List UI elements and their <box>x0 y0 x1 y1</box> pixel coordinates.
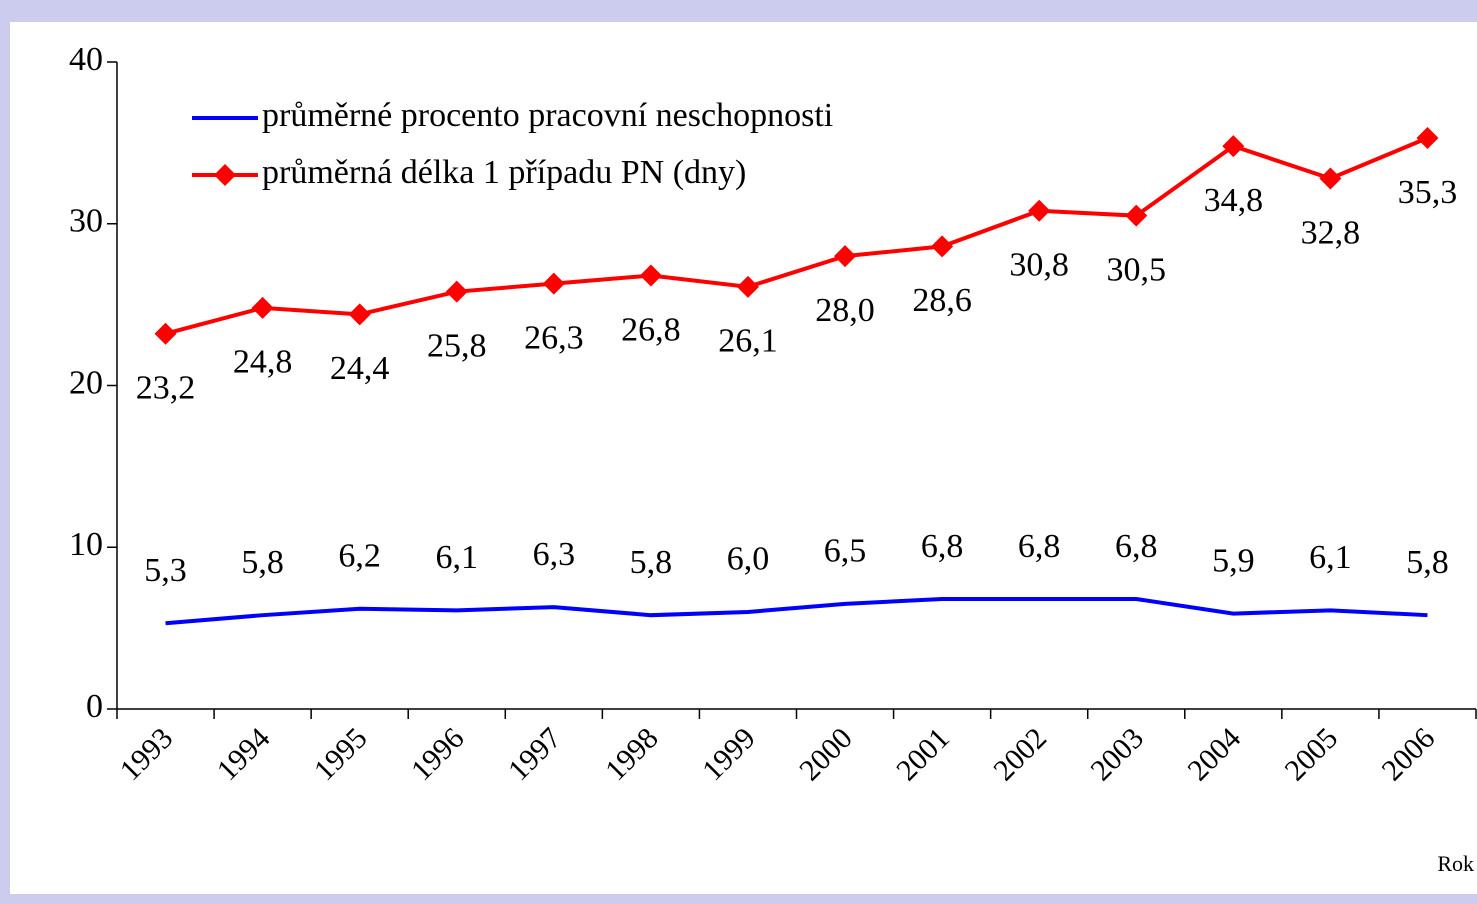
marker <box>1125 204 1148 227</box>
marker <box>931 235 954 258</box>
data-label: 5,9 <box>1212 542 1255 579</box>
data-label: 5,8 <box>630 544 673 581</box>
x-axis-label: Rok <box>1437 851 1474 876</box>
data-label: 5,8 <box>241 544 284 581</box>
legend-marker <box>214 164 236 186</box>
y-tick-label: 40 <box>69 41 103 78</box>
marker <box>154 322 177 345</box>
data-label: 28,0 <box>815 292 875 329</box>
data-label: 30,8 <box>1009 247 1069 284</box>
data-label: 32,8 <box>1301 214 1361 251</box>
data-label: 24,4 <box>330 350 390 387</box>
data-label: 30,5 <box>1107 251 1167 288</box>
data-label: 6,5 <box>824 533 867 570</box>
legend-label: průměrné procento pracovní neschopnosti <box>262 97 833 134</box>
data-label: 5,3 <box>144 552 187 589</box>
data-label: 6,0 <box>727 541 770 578</box>
y-tick-label: 30 <box>69 203 103 240</box>
data-label: 23,2 <box>136 370 196 407</box>
marker <box>348 303 371 326</box>
marker <box>251 296 274 319</box>
data-label: 34,8 <box>1204 182 1264 219</box>
data-label: 26,1 <box>718 323 778 360</box>
marker <box>1222 135 1245 158</box>
data-label: 6,8 <box>1018 528 1061 565</box>
series-line <box>165 136 1429 336</box>
data-label: 26,8 <box>621 311 681 348</box>
data-label: 5,8 <box>1406 544 1449 581</box>
data-label: 25,8 <box>427 327 487 364</box>
marker <box>834 245 857 268</box>
marker <box>1416 127 1439 150</box>
marker <box>1319 167 1342 190</box>
data-label: 28,6 <box>912 282 972 319</box>
marker <box>445 280 468 303</box>
data-label: 6,8 <box>1115 528 1158 565</box>
data-label: 6,1 <box>436 539 479 576</box>
data-label: 6,2 <box>338 538 381 575</box>
y-tick-label: 20 <box>69 364 103 401</box>
y-tick-label: 10 <box>69 526 103 563</box>
legend-label: průměrná délka 1 případu PN (dny) <box>262 154 746 191</box>
data-label: 24,8 <box>233 344 293 381</box>
plot-background <box>10 22 1477 894</box>
y-tick-label: 0 <box>86 688 103 725</box>
marker <box>639 264 662 287</box>
data-label: 35,3 <box>1398 174 1458 211</box>
data-label: 6,1 <box>1309 539 1352 576</box>
data-label: 26,3 <box>524 319 584 356</box>
data-label: 6,8 <box>921 528 964 565</box>
series-line <box>165 597 1428 626</box>
marker <box>1028 199 1051 222</box>
marker <box>542 272 565 295</box>
marker <box>736 275 759 298</box>
data-label: 6,3 <box>533 536 576 573</box>
